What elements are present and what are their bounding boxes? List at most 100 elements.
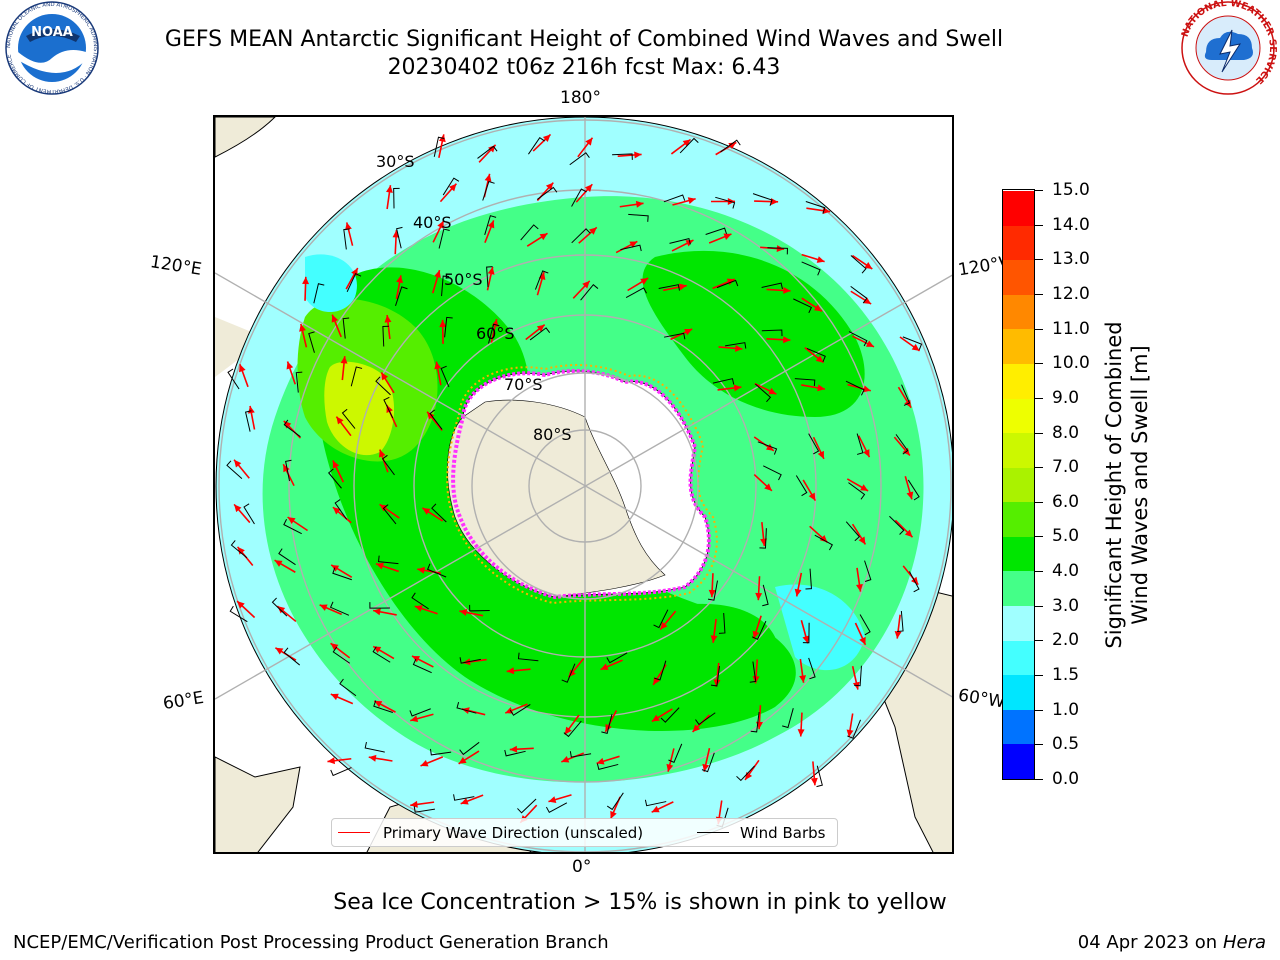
wind-barb [444, 316, 453, 338]
wind-barb [364, 741, 385, 753]
colorbar-tick-label: 14.0 [1052, 214, 1090, 235]
colorbar-tick [1035, 675, 1043, 677]
lat-label-50s: 50°S [444, 270, 483, 289]
wave-direction-arrowhead [817, 384, 825, 392]
wind-barb [859, 614, 871, 636]
wind-barb [660, 707, 680, 723]
wind-barb [283, 647, 301, 666]
wave-direction-arrowhead [708, 589, 716, 598]
wave-direction-arrowhead [410, 715, 419, 723]
wind-barb [794, 378, 816, 387]
wave-direction-arrowhead [794, 588, 802, 597]
wind-barb [369, 602, 390, 609]
colorbar-tick-label: 5.0 [1052, 526, 1080, 547]
colorbar-segment [1003, 536, 1034, 572]
wind-barb [763, 465, 782, 481]
wave-direction-arrowhead [783, 286, 791, 294]
wave-direction-arrowhead [846, 729, 854, 738]
wind-barb [805, 568, 812, 590]
wave-direction-arrowhead [904, 529, 913, 538]
wave-direction-arrowhead [863, 449, 870, 458]
wind-barb [808, 433, 820, 455]
colorbar-tick-label: 1.0 [1052, 699, 1080, 720]
wind-barb [752, 193, 773, 206]
noaa-logo: NOAA NATIONAL OCEANIC AND ATMOSPHERIC AD… [0, 0, 106, 100]
wave-direction-arrowhead [859, 636, 866, 645]
wave-direction-arrowhead [439, 319, 447, 328]
wave-direction-arrowhead [860, 484, 869, 491]
wind-barb [848, 331, 868, 347]
wave-direction-arrowhead [340, 356, 348, 364]
wind-barb [897, 610, 904, 632]
wind-barb [529, 327, 551, 341]
wind-barb [343, 228, 350, 250]
wind-barb [793, 298, 813, 314]
wind-barb [710, 666, 721, 687]
colorbar-tick [1035, 397, 1043, 399]
wind-barb [536, 186, 558, 200]
colorbar-title-line1: Significant Height of Combined [1102, 321, 1126, 649]
lat-label-70s: 70°S [504, 375, 543, 394]
lat-label-80s: 80°S [533, 425, 572, 444]
colorbar-segment [1003, 743, 1034, 779]
wind-barb [382, 325, 389, 347]
lat-label-40s: 40°S [413, 213, 452, 232]
polar-map [213, 115, 954, 854]
wave-direction-arrowhead [564, 726, 572, 735]
wave-direction-arrowhead [710, 635, 718, 643]
wave-vectors [226, 133, 923, 828]
wind-barb [373, 700, 393, 713]
wave-direction-arrowhead [799, 675, 807, 683]
wind-barb [725, 342, 747, 349]
chart-title: GEFS MEAN Antarctic Significant Height o… [164, 27, 1004, 52]
colorbar-segment [1003, 190, 1034, 226]
colorbar-segment [1003, 328, 1034, 364]
colorbar-segment [1003, 709, 1034, 745]
wind-barb [601, 713, 613, 734]
wave-direction-arrowhead [274, 560, 283, 567]
wind-barb [762, 584, 769, 607]
wind-barb [517, 798, 537, 814]
wind-barb [456, 701, 477, 714]
wind-barb [243, 503, 255, 525]
colorbar-tick-label: 13.0 [1052, 249, 1090, 270]
wind-barb [372, 646, 391, 663]
wind-barb [889, 515, 905, 535]
wind-barb [226, 460, 243, 479]
colorbar-segment [1003, 674, 1034, 710]
colorbar-tick-label: 2.0 [1052, 630, 1080, 651]
noaa-logo-text: NOAA [31, 25, 73, 40]
wind-barb [712, 378, 735, 385]
wind-barb [806, 347, 826, 363]
wave-direction-arrowhead [336, 416, 344, 425]
wind-barb [653, 609, 669, 629]
wave-direction-arrowhead [237, 546, 245, 555]
wave-direction-arrowhead [582, 280, 590, 289]
wind-barb [902, 336, 923, 350]
wind-barb [907, 479, 920, 501]
wind-barb [802, 622, 810, 644]
wind-barb [848, 482, 866, 500]
wave-direction-arrowhead [506, 667, 515, 675]
colorbar-tick-label: 6.0 [1052, 491, 1080, 512]
colorbar-title-line2: Wind Waves and Swell [m] [1128, 345, 1152, 625]
wave-direction-arrowhead [585, 137, 593, 146]
colorbar-tick [1035, 779, 1043, 780]
wind-barb [679, 137, 699, 154]
wind-barb [482, 180, 495, 201]
wind-barb [750, 712, 760, 733]
wind-barb [295, 371, 303, 393]
wave-direction-arrowhead [458, 757, 467, 764]
wind-barb [606, 792, 624, 811]
shallow-band-drake [775, 584, 865, 671]
wave-direction-arrowhead [589, 227, 597, 235]
wave-direction-arrowhead [437, 220, 444, 229]
colorbar-segment [1003, 501, 1034, 537]
wind-barb [438, 228, 450, 249]
wave-direction-arrowhead [327, 757, 336, 765]
wind-barb [327, 468, 342, 489]
wave-direction-arrowhead [239, 364, 246, 373]
wind-barb [271, 597, 288, 617]
wind-barb [517, 652, 539, 662]
wind-barb [808, 657, 816, 680]
